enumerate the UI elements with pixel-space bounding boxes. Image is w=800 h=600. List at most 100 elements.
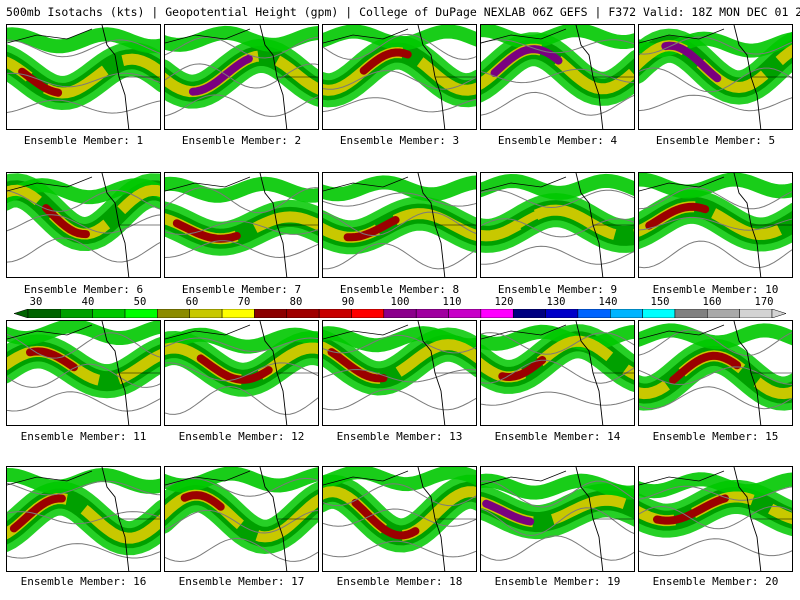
jet-stream-field — [165, 321, 318, 425]
colorbar-tick-label: 80 — [289, 296, 303, 308]
colorbar-swatch — [545, 309, 579, 318]
ensemble-member-map — [638, 466, 793, 572]
ensemble-member-label: Ensemble Member: 10 — [652, 283, 779, 296]
ensemble-member-map — [164, 466, 319, 572]
ensemble-member-map — [164, 172, 319, 278]
ensemble-member-label: Ensemble Member: 2 — [181, 134, 302, 147]
jet-stream-field — [7, 467, 160, 571]
jet-stream-field — [323, 173, 476, 277]
ensemble-member-map — [164, 320, 319, 426]
jet-stream-field — [323, 25, 476, 129]
colorbar-tick-label: 130 — [546, 296, 566, 308]
ensemble-member-label: Ensemble Member: 8 — [339, 283, 460, 296]
colorbar-tick-labels: 30 40 50 60 70 80 90 100 110 120 130 140 150 160 170 — [14, 296, 786, 308]
colorbar-swatch — [221, 309, 255, 318]
colorbar-swatch — [448, 309, 482, 318]
ensemble-member-label: Ensemble Member: 3 — [339, 134, 460, 147]
jet-stream-field — [639, 467, 792, 571]
jet-stream-field — [165, 467, 318, 571]
colorbar-tick-label: 50 — [133, 296, 147, 308]
colorbar-swatch — [124, 309, 158, 318]
ensemble-member-label: Ensemble Member: 19 — [494, 575, 621, 588]
colorbar-tick-label: 30 — [29, 296, 43, 308]
jet-stream-field — [323, 321, 476, 425]
colorbar-right-arrow — [771, 309, 786, 318]
ensemble-member-map — [638, 172, 793, 278]
ensemble-member-label: Ensemble Member: 12 — [178, 430, 305, 443]
colorbar-tick-label: 160 — [702, 296, 722, 308]
colorbar-swatch — [92, 309, 126, 318]
ensemble-member-label: Ensemble Member: 11 — [20, 430, 147, 443]
ensemble-member-label: Ensemble Member: 13 — [336, 430, 463, 443]
colorbar-tick-label: 140 — [598, 296, 618, 308]
colorbar-tick-label: 150 — [650, 296, 670, 308]
jet-stream-field — [481, 173, 634, 277]
colorbar-swatch — [642, 309, 676, 318]
jet-stream-field — [481, 321, 634, 425]
jet-stream-field — [7, 173, 160, 277]
ensemble-member-map — [6, 172, 161, 278]
map-header-title: 500mb Isotachs (kts) | Geopotential Heig… — [6, 5, 800, 19]
ensemble-member-map — [480, 172, 635, 278]
ensemble-member-label: Ensemble Member: 14 — [494, 430, 621, 443]
colorbar-left-arrow — [14, 309, 29, 318]
colorbar-swatch — [60, 309, 93, 318]
jet-stream-field — [639, 25, 792, 129]
colorbar-tick-label: 70 — [237, 296, 251, 308]
ensemble-member-label: Ensemble Member: 4 — [497, 134, 618, 147]
ensemble-member-label: Ensemble Member: 6 — [23, 283, 144, 296]
ensemble-member-map — [164, 24, 319, 130]
ensemble-member-map — [480, 24, 635, 130]
jet-stream-field — [481, 467, 634, 571]
colorbar-swatch — [480, 309, 514, 318]
colorbar-tick-label: 40 — [81, 296, 95, 308]
ensemble-member-map — [322, 24, 477, 130]
colorbar-swatch — [512, 309, 546, 318]
jet-stream-field — [165, 173, 318, 277]
colorbar-swatch — [739, 309, 773, 318]
ensemble-member-label: Ensemble Member: 15 — [652, 430, 779, 443]
isotach-colorbar: 30 40 50 60 70 80 90 100 110 120 130 140 150 160 170 — [14, 296, 786, 320]
jet-stream-field — [7, 321, 160, 425]
ensemble-member-map — [6, 320, 161, 426]
ensemble-member-map — [322, 172, 477, 278]
colorbar-tick-label: 90 — [341, 296, 355, 308]
colorbar-tick-label: 120 — [494, 296, 514, 308]
ensemble-member-map — [638, 24, 793, 130]
ensemble-member-label: Ensemble Member: 18 — [336, 575, 463, 588]
colorbar-swatch — [157, 309, 190, 318]
ensemble-member-map — [6, 466, 161, 572]
jet-stream-field — [481, 25, 634, 129]
ensemble-member-map — [480, 320, 635, 426]
ensemble-member-map — [480, 466, 635, 572]
colorbar-swatch — [707, 309, 740, 318]
jet-stream-field — [165, 25, 318, 129]
jet-stream-field — [639, 321, 792, 425]
ensemble-member-map — [6, 24, 161, 130]
colorbar-swatch — [674, 309, 708, 318]
colorbar-swatch — [577, 309, 611, 318]
colorbar-swatch — [383, 309, 417, 318]
colorbar-swatch — [351, 309, 385, 318]
colorbar-swatch — [254, 309, 288, 318]
ensemble-member-label: Ensemble Member: 20 — [652, 575, 779, 588]
colorbar-tick-label: 170 — [754, 296, 774, 308]
colorbar-tick-label: 110 — [442, 296, 462, 308]
colorbar-swatch — [286, 309, 320, 318]
colorbar-swatch — [27, 309, 61, 318]
ensemble-member-map — [638, 320, 793, 426]
colorbar-tick-label: 60 — [185, 296, 199, 308]
colorbar-swatch — [415, 309, 449, 318]
ensemble-member-label: Ensemble Member: 17 — [178, 575, 305, 588]
ensemble-member-label: Ensemble Member: 16 — [20, 575, 147, 588]
ensemble-member-label: Ensemble Member: 9 — [497, 283, 618, 296]
ensemble-member-label: Ensemble Member: 1 — [23, 134, 144, 147]
colorbar-tick-label: 100 — [390, 296, 410, 308]
ensemble-member-label: Ensemble Member: 7 — [181, 283, 302, 296]
jet-stream-field — [639, 173, 792, 277]
ensemble-member-label: Ensemble Member: 5 — [655, 134, 776, 147]
jet-stream-field — [7, 25, 160, 129]
ensemble-member-map — [322, 320, 477, 426]
colorbar-swatch — [610, 309, 643, 318]
ensemble-member-map — [322, 466, 477, 572]
